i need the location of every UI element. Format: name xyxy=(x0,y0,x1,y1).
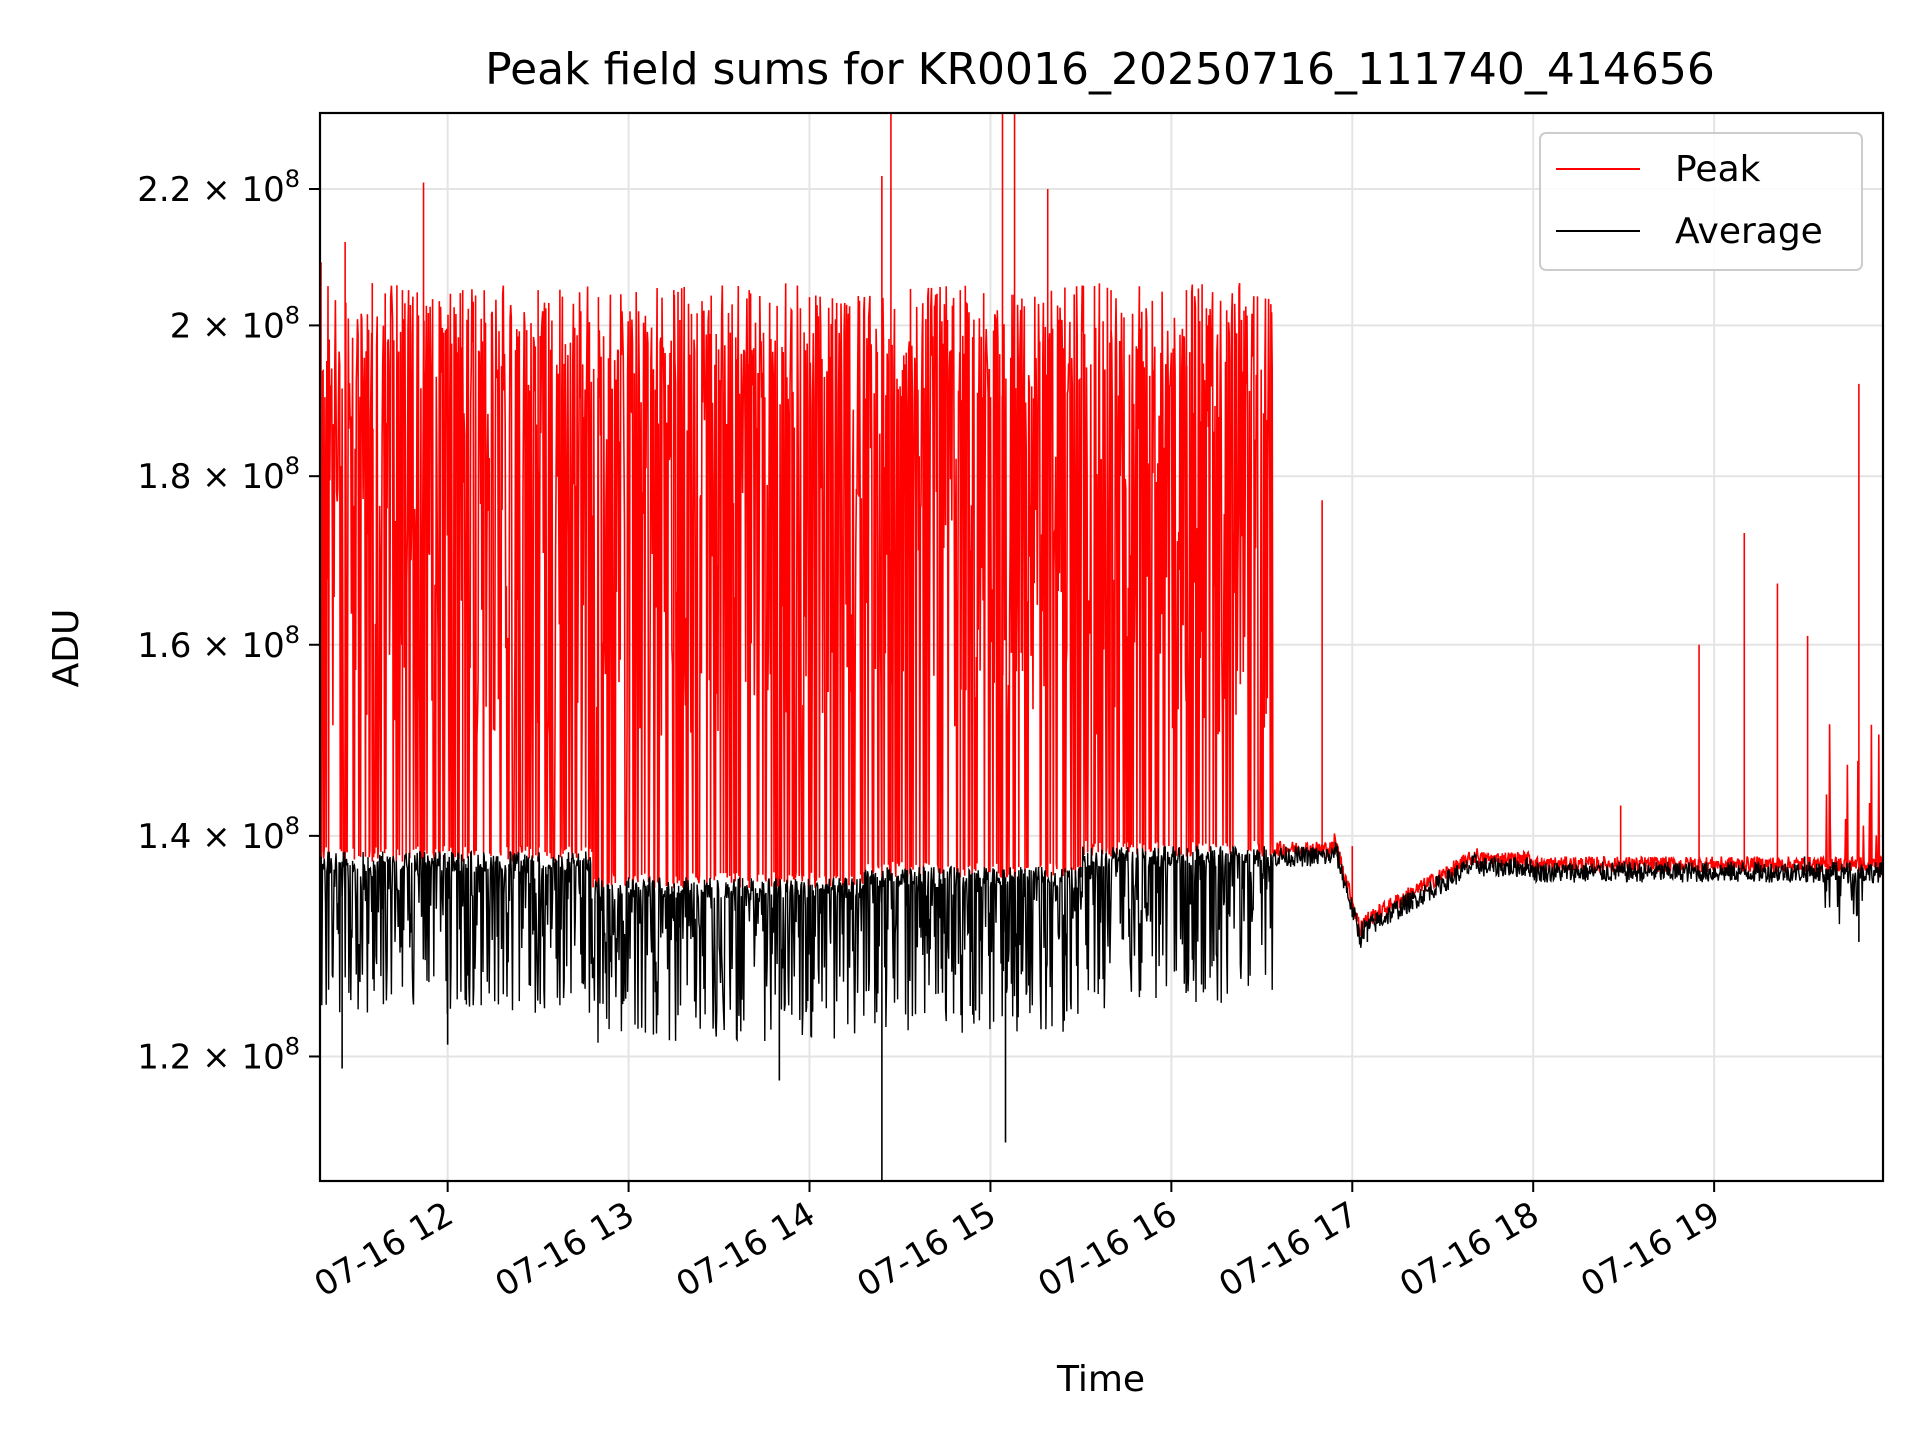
y-tick-label: 2 × 108 xyxy=(170,301,300,346)
average-series-line xyxy=(319,842,1884,1043)
legend-peak-label: Peak xyxy=(1675,149,1761,190)
y-tick-label: 2.2 × 108 xyxy=(137,165,300,210)
chart-title: Peak field sums for KR0016_20250716_1117… xyxy=(485,44,1715,95)
legend: Peak Average xyxy=(1539,132,1863,271)
y-axis-label: ADU xyxy=(46,609,87,688)
y-tick-label: 1.2 × 108 xyxy=(137,1032,300,1077)
legend-average-label: Average xyxy=(1675,211,1823,252)
average-series-layer xyxy=(319,842,1884,1181)
peak-series-layer xyxy=(319,113,1884,937)
plot-frame xyxy=(318,111,1885,1183)
y-tick-label: 1.4 × 108 xyxy=(137,812,300,857)
legend-box xyxy=(1539,132,1863,271)
y-axis: 1.2 × 108 1.4 × 108 1.6 × 108 1.8 × 108 2 × … xyxy=(137,165,320,1077)
y-tick-label: 1.8 × 108 xyxy=(137,452,300,497)
y-tick-label: 1.6 × 108 xyxy=(137,621,300,666)
x-axis-label: Time xyxy=(1056,1359,1145,1400)
